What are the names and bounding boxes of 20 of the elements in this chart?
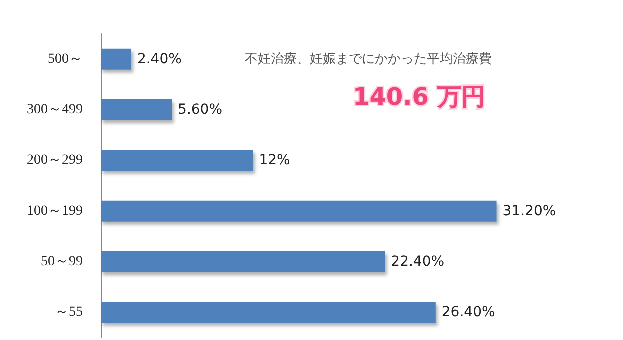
y-tick-label: 50～99	[41, 254, 83, 270]
text: 不妊治療、妊娠までにかかった平均治療費	[245, 52, 492, 67]
bar	[101, 48, 132, 70]
y-tick-label: ～55	[55, 305, 83, 320]
bar	[101, 302, 436, 324]
y-tick-label: 300～499	[27, 102, 83, 118]
data-label: 12%	[259, 152, 290, 169]
y-tick-label: 100～199	[27, 204, 83, 219]
data-label: 5.60%	[178, 102, 223, 118]
data-label: 22.40%	[391, 254, 445, 270]
bar	[101, 100, 172, 120]
data-label: 2.40%	[137, 51, 182, 68]
bar	[101, 252, 386, 272]
data-label: 31.20%	[502, 203, 556, 220]
bar	[101, 150, 254, 172]
text: 140.6 万円	[353, 83, 486, 111]
y-tick-label: 500～	[48, 52, 83, 67]
y-tick-label: 200～299	[27, 153, 83, 168]
data-label: 26.40%	[442, 304, 496, 321]
bar	[101, 200, 497, 222]
